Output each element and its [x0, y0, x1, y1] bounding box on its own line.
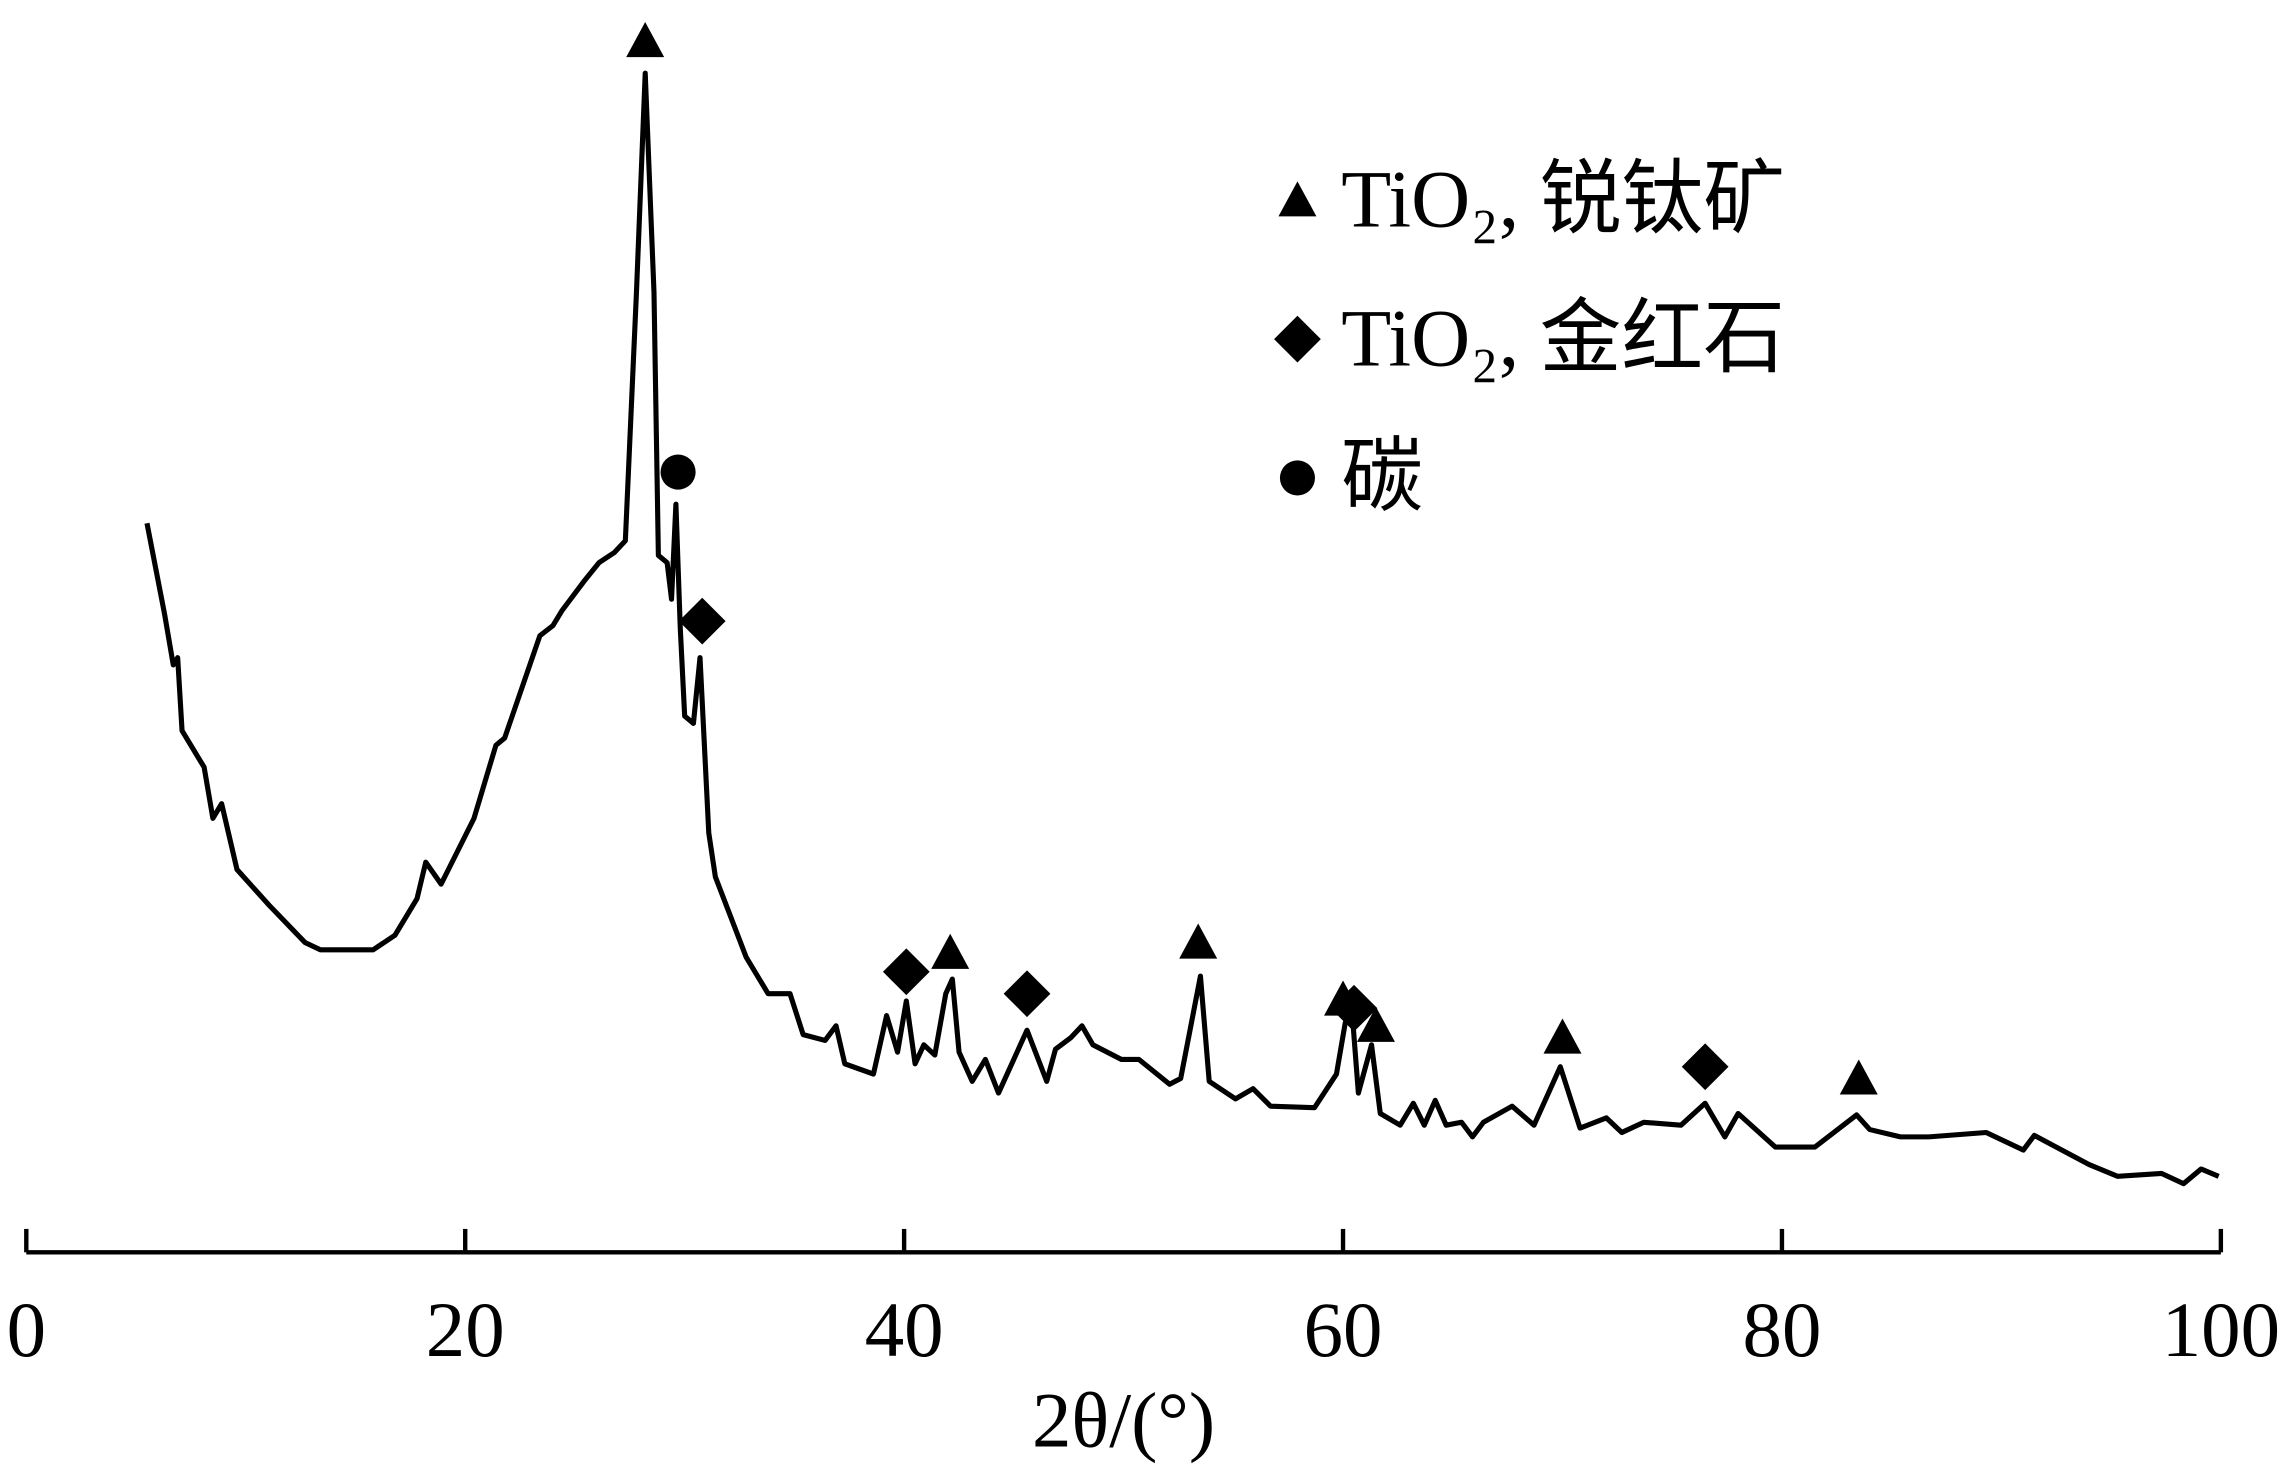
peak-marker [626, 22, 665, 58]
peak-marker [1003, 970, 1051, 1018]
x-tick-label: 80 [1743, 1287, 1822, 1374]
xrd-line [144, 70, 2220, 1187]
x-tick-label: 100 [2162, 1287, 2280, 1374]
legend-label: 碳 [1341, 431, 1423, 522]
peak-marker [1179, 923, 1218, 959]
x-axis-label: 2θ/(°) [1032, 1378, 1215, 1465]
peak-marker [931, 933, 970, 969]
peak-marker [1356, 1006, 1395, 1042]
peak-marker [1543, 1018, 1582, 1054]
x-tick-label: 20 [426, 1287, 505, 1374]
peak-marker [1839, 1059, 1878, 1095]
legend-marker [1279, 460, 1315, 496]
peak-marker [660, 454, 696, 490]
legend-label: TiO₂, 金红石 [1341, 292, 1785, 383]
legend-marker [1274, 315, 1321, 363]
peak-marker [678, 597, 726, 645]
legend-marker [1278, 181, 1317, 217]
x-tick-label: 40 [865, 1287, 944, 1374]
peak-marker [882, 948, 930, 996]
peak-marker [1681, 1043, 1729, 1091]
legend-label: TiO₂, 锐钛矿 [1341, 154, 1785, 245]
x-tick-label: 0 [7, 1287, 46, 1374]
peak-marker [1330, 984, 1378, 1032]
x-tick-label: 60 [1304, 1287, 1383, 1374]
